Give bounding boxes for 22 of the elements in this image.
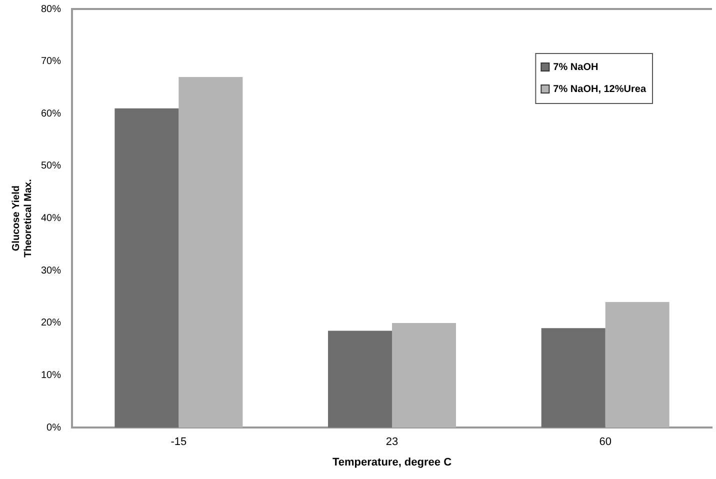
y-tick-label: 20% xyxy=(41,318,62,329)
y-tick-label: 70% xyxy=(41,56,62,68)
bar xyxy=(178,77,243,428)
y-tick-label: 50% xyxy=(41,160,62,172)
legend-label: 7% NaOH xyxy=(553,62,598,73)
y-tick-label: 60% xyxy=(41,108,62,120)
bar xyxy=(392,322,456,428)
y-axis-title: Glucose Yield Theoretical Max. xyxy=(10,178,34,258)
x-axis-title: Temperature, degree C xyxy=(332,456,452,468)
x-tick-label: -15 xyxy=(170,436,187,448)
bar xyxy=(114,108,179,428)
y-tick-label: 0% xyxy=(46,422,62,434)
y-tick-label: 10% xyxy=(41,370,62,382)
bar xyxy=(605,302,670,428)
y-tick-label: 30% xyxy=(41,265,62,276)
bar xyxy=(541,328,606,428)
bar xyxy=(328,330,392,428)
y-tick-label: 80% xyxy=(41,4,62,15)
y-tick-label: 40% xyxy=(41,213,62,224)
x-tick-label: 60 xyxy=(599,436,612,448)
x-tick-label: 23 xyxy=(386,436,398,448)
legend-label: 7% NaOH, 12%Urea xyxy=(553,84,646,95)
